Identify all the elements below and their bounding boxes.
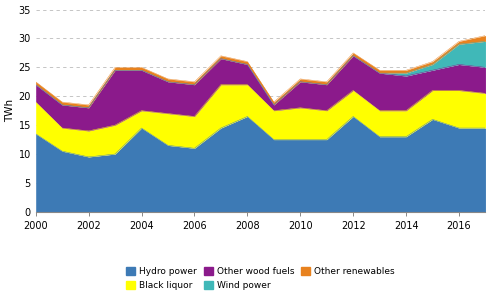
Legend: Hydro power, Black liquor, Other wood fuels, Wind power, Other renewables: Hydro power, Black liquor, Other wood fu…: [127, 267, 395, 290]
Y-axis label: TWh: TWh: [5, 99, 16, 122]
